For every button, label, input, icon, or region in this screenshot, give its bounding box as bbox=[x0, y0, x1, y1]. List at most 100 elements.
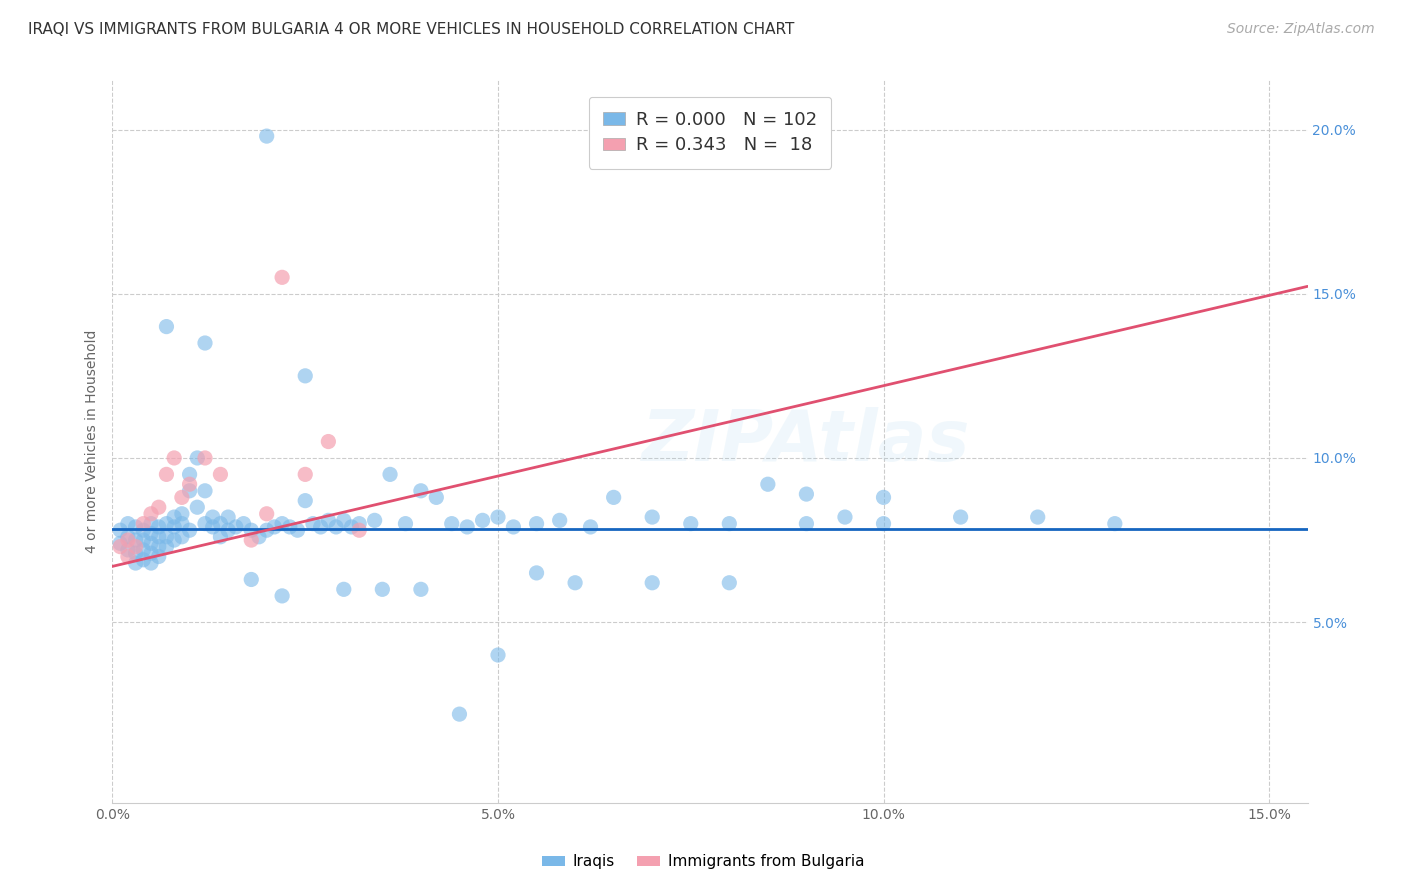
Point bbox=[294, 493, 316, 508]
Point bbox=[139, 556, 162, 570]
Point bbox=[679, 516, 702, 531]
Point bbox=[170, 491, 193, 505]
Point bbox=[256, 523, 278, 537]
Point bbox=[394, 516, 416, 531]
Point bbox=[240, 523, 263, 537]
Point bbox=[318, 513, 340, 527]
Point bbox=[163, 510, 186, 524]
Point bbox=[139, 507, 162, 521]
Point bbox=[425, 491, 447, 505]
Point bbox=[756, 477, 779, 491]
Point bbox=[179, 477, 201, 491]
Point bbox=[471, 513, 494, 527]
Point bbox=[440, 516, 463, 531]
Point bbox=[209, 467, 232, 482]
Point bbox=[247, 530, 270, 544]
Point bbox=[155, 530, 177, 544]
Point bbox=[148, 500, 170, 515]
Point bbox=[217, 523, 239, 537]
Point bbox=[163, 450, 186, 465]
Point bbox=[148, 530, 170, 544]
Point bbox=[796, 516, 818, 531]
Point bbox=[564, 575, 586, 590]
Point bbox=[117, 542, 139, 557]
Point bbox=[209, 530, 232, 544]
Point bbox=[294, 467, 316, 482]
Point bbox=[278, 520, 301, 534]
Point bbox=[124, 540, 146, 554]
Point bbox=[796, 487, 818, 501]
Point bbox=[179, 467, 201, 482]
Point bbox=[256, 129, 278, 144]
Point bbox=[641, 510, 664, 524]
Point bbox=[548, 513, 571, 527]
Point bbox=[347, 516, 370, 531]
Point bbox=[240, 573, 263, 587]
Point bbox=[201, 510, 224, 524]
Point bbox=[1104, 516, 1126, 531]
Point bbox=[132, 553, 155, 567]
Point bbox=[117, 530, 139, 544]
Point bbox=[124, 546, 146, 560]
Point bbox=[148, 520, 170, 534]
Point bbox=[409, 483, 432, 498]
Point bbox=[186, 500, 208, 515]
Point bbox=[333, 513, 356, 527]
Point bbox=[170, 530, 193, 544]
Point bbox=[108, 540, 131, 554]
Point bbox=[579, 520, 602, 534]
Point bbox=[449, 707, 471, 722]
Point bbox=[325, 520, 347, 534]
Point bbox=[155, 540, 177, 554]
Point bbox=[117, 516, 139, 531]
Point bbox=[170, 507, 193, 521]
Point bbox=[347, 523, 370, 537]
Point bbox=[949, 510, 972, 524]
Point bbox=[155, 319, 177, 334]
Point bbox=[340, 520, 363, 534]
Point bbox=[132, 542, 155, 557]
Point bbox=[139, 546, 162, 560]
Point bbox=[371, 582, 394, 597]
Point bbox=[132, 523, 155, 537]
Point bbox=[139, 536, 162, 550]
Point bbox=[333, 582, 356, 597]
Point bbox=[271, 589, 294, 603]
Point bbox=[217, 510, 239, 524]
Y-axis label: 4 or more Vehicles in Household: 4 or more Vehicles in Household bbox=[86, 330, 100, 553]
Point bbox=[225, 520, 247, 534]
Point bbox=[256, 507, 278, 521]
Point bbox=[1026, 510, 1049, 524]
Point bbox=[124, 520, 146, 534]
Point bbox=[602, 491, 624, 505]
Point bbox=[718, 575, 741, 590]
Point bbox=[502, 520, 524, 534]
Point bbox=[163, 520, 186, 534]
Point bbox=[155, 516, 177, 531]
Point bbox=[872, 516, 894, 531]
Point bbox=[155, 467, 177, 482]
Text: IRAQI VS IMMIGRANTS FROM BULGARIA 4 OR MORE VEHICLES IN HOUSEHOLD CORRELATION CH: IRAQI VS IMMIGRANTS FROM BULGARIA 4 OR M… bbox=[28, 22, 794, 37]
Point bbox=[124, 556, 146, 570]
Point bbox=[363, 513, 385, 527]
Text: Source: ZipAtlas.com: Source: ZipAtlas.com bbox=[1227, 22, 1375, 37]
Point bbox=[117, 533, 139, 547]
Point bbox=[456, 520, 478, 534]
Point bbox=[132, 516, 155, 531]
Point bbox=[834, 510, 856, 524]
Point bbox=[179, 483, 201, 498]
Point bbox=[194, 336, 217, 351]
Point bbox=[526, 516, 548, 531]
Point bbox=[194, 483, 217, 498]
Point bbox=[240, 533, 263, 547]
Legend: R = 0.000   N = 102, R = 0.343   N =  18: R = 0.000 N = 102, R = 0.343 N = 18 bbox=[589, 96, 831, 169]
Point bbox=[163, 533, 186, 547]
Point bbox=[641, 575, 664, 590]
Point bbox=[139, 526, 162, 541]
Point bbox=[148, 540, 170, 554]
Text: ZIPAtlas: ZIPAtlas bbox=[641, 407, 970, 476]
Point bbox=[718, 516, 741, 531]
Point bbox=[309, 520, 332, 534]
Point bbox=[287, 523, 309, 537]
Point bbox=[124, 533, 146, 547]
